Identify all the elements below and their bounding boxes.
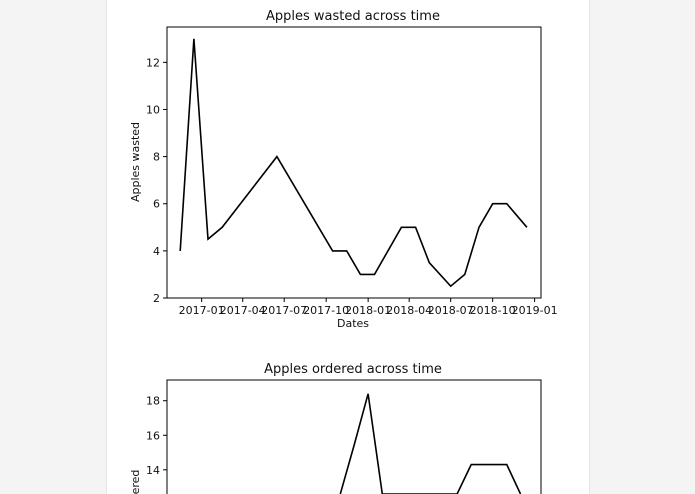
y-axis: 14 16 18 bbox=[146, 395, 167, 477]
y-axis-label: ered bbox=[129, 470, 142, 494]
x-tick-label: 2018-10 bbox=[470, 304, 516, 317]
series-line bbox=[339, 393, 522, 494]
plot-frame bbox=[166, 26, 542, 299]
chart-title: Apples ordered across time bbox=[264, 362, 442, 377]
y-tick-label: 2 bbox=[153, 292, 160, 305]
x-tick-label: 2018-01 bbox=[345, 304, 391, 317]
y-tick-label: 18 bbox=[146, 395, 160, 408]
y-tick-label: 16 bbox=[146, 429, 160, 442]
y-tick-label: 6 bbox=[153, 198, 160, 211]
x-tick-label: 2017-07 bbox=[261, 304, 307, 317]
x-tick-label: 2018-04 bbox=[386, 304, 432, 317]
x-tick-label: 2019-01 bbox=[512, 304, 558, 317]
y-axis-label: Apples wasted bbox=[129, 122, 142, 202]
x-tick-label: 2017-10 bbox=[303, 304, 349, 317]
chart-apples-ordered: Apples ordered across time 14 16 18 ered bbox=[129, 362, 542, 494]
x-tick-label: 2017-04 bbox=[220, 304, 266, 317]
y-tick-label: 14 bbox=[146, 464, 160, 477]
y-tick-label: 12 bbox=[146, 56, 160, 69]
y-axis: 2 4 6 8 10 12 bbox=[146, 56, 167, 305]
chart-apples-wasted: Apples wasted across time 2 4 6 8 10 12 2017-… bbox=[129, 9, 558, 330]
x-axis-label: Dates bbox=[337, 317, 369, 330]
plot-frame bbox=[166, 379, 542, 494]
x-axis: 2017-012017-042017-072017-102018-012018-… bbox=[179, 298, 558, 317]
series-line bbox=[179, 38, 528, 288]
x-tick-label: 2018-07 bbox=[428, 304, 474, 317]
y-tick-label: 10 bbox=[146, 103, 160, 116]
y-tick-label: 4 bbox=[153, 245, 160, 258]
x-tick-label: 2017-01 bbox=[179, 304, 225, 317]
figure-background bbox=[106, 0, 590, 494]
chart-title: Apples wasted across time bbox=[266, 9, 440, 24]
y-tick-label: 8 bbox=[153, 151, 160, 164]
